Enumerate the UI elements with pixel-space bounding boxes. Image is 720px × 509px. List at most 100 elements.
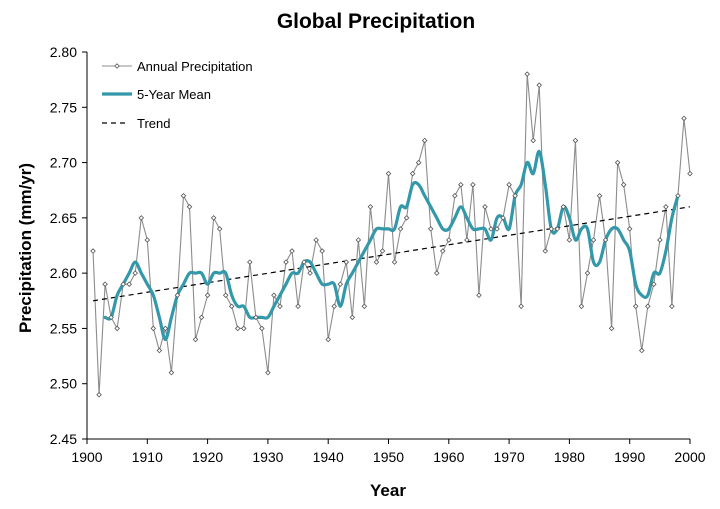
legend-label-annual: Annual Precipitation	[137, 59, 253, 74]
x-tick-label: 1930	[252, 449, 283, 465]
annual-precipitation-point	[687, 170, 693, 177]
annual-precipitation-point	[675, 192, 681, 199]
annual-precipitation-point	[620, 181, 627, 188]
annual-precipitation-point	[602, 237, 609, 243]
annual-precipitation-point	[638, 347, 645, 354]
annual-precipitation-point	[536, 82, 543, 88]
annual-precipitation-point	[144, 237, 151, 243]
annual-precipitation-point	[222, 292, 229, 299]
annual-precipitation-point	[234, 325, 241, 332]
x-tick-label: 1980	[554, 449, 585, 465]
annual-precipitation-point	[681, 115, 687, 122]
annual-precipitation-point	[174, 292, 181, 299]
annual-precipitation-point	[102, 281, 108, 287]
x-tick-label: 1900	[71, 449, 102, 465]
annual-precipitation-point	[283, 259, 289, 265]
annual-precipitation-point	[186, 204, 193, 210]
y-tick-label: 2.80	[50, 44, 77, 60]
y-tick-label: 2.70	[50, 155, 77, 171]
annual-precipitation-point	[433, 270, 440, 276]
annual-precipitation-point	[265, 369, 271, 376]
x-tick-label: 2000	[674, 449, 705, 465]
legend-label-mean: 5-Year Mean	[137, 87, 211, 102]
annual-precipitation-point	[138, 215, 145, 221]
annual-precipitation-point	[361, 303, 368, 310]
annual-precipitation-point	[506, 181, 512, 188]
annual-precipitation-point	[120, 281, 126, 287]
annual-precipitation-point	[584, 270, 591, 276]
y-tick-label: 2.55	[50, 320, 77, 336]
annual-precipitation-point	[391, 259, 398, 265]
annual-precipitation-point	[192, 336, 199, 343]
annual-precipitation-point	[494, 226, 500, 232]
annual-precipitation-point	[446, 237, 452, 243]
annual-precipitation-point	[132, 270, 139, 276]
annual-precipitation-point	[409, 170, 416, 177]
annual-precipitation-point	[651, 281, 657, 287]
x-tick-label: 1970	[494, 449, 525, 465]
annual-precipitation-point	[397, 226, 404, 232]
annual-precipitation-point	[632, 303, 639, 310]
annual-precipitation-point	[614, 159, 621, 166]
annual-precipitation-point	[126, 281, 132, 287]
annual-precipitation-point	[156, 347, 163, 354]
y-tick-label: 2.75	[50, 99, 77, 115]
x-tick-label: 1920	[192, 449, 223, 465]
annual-precipitation-point	[657, 237, 663, 243]
annual-precipitation-point	[566, 237, 573, 243]
annual-precipitation-point	[542, 248, 549, 254]
annual-precipitation-point	[548, 226, 555, 232]
annual-precipitation-point	[373, 259, 380, 265]
annual-precipitation-point	[367, 204, 374, 210]
x-axis-title: Year	[370, 481, 406, 500]
annual-precipitation-point	[403, 215, 410, 221]
y-tick-label: 2.45	[50, 431, 77, 447]
annual-precipitation-point	[512, 192, 518, 199]
annual-precipitation-point	[421, 137, 428, 144]
annual-precipitation-point	[96, 392, 102, 398]
annual-precipitation-point	[289, 248, 295, 254]
annual-precipitation-point	[482, 204, 488, 210]
annual-precipitation-point	[180, 192, 187, 199]
annual-precipitation-point	[518, 303, 524, 310]
annual-precipitation-point	[162, 325, 169, 332]
annual-precipitation-point	[150, 325, 157, 332]
x-tick-label: 1990	[614, 449, 645, 465]
annual-precipitation-point	[349, 314, 356, 321]
annual-precipitation-point	[645, 303, 651, 310]
annual-precipitation-point	[590, 237, 597, 243]
annual-precipitation-point	[337, 281, 344, 287]
annual-precipitation-point	[241, 325, 247, 332]
annual-precipitation-point	[669, 303, 675, 310]
x-tick-label: 1910	[132, 449, 163, 465]
annual-precipitation-point	[379, 248, 386, 254]
y-axis-title: Precipitation (mm/yr)	[16, 163, 35, 333]
legend-marker-annual	[114, 63, 120, 69]
annual-precipitation-point	[228, 303, 235, 310]
annual-precipitation-point	[470, 181, 476, 188]
legend: Annual Precipitation 5-Year Mean Trend	[102, 59, 253, 131]
annual-precipitation-point	[277, 303, 283, 310]
legend-label-trend: Trend	[137, 116, 170, 131]
annual-precipitation-point	[259, 325, 265, 332]
x-tick-label: 1960	[433, 449, 464, 465]
annual-precipitation-point	[325, 336, 331, 343]
annual-precipitation-point	[295, 303, 301, 310]
annual-precipitation-point	[572, 137, 579, 144]
axis-ticks: 1900 1910 1920 1930 1940 1950 1960 1970 1980 1990…	[50, 44, 706, 465]
annual-precipitation-point	[488, 226, 494, 232]
annual-precipitation-point	[210, 215, 217, 221]
y-tick-label: 2.50	[50, 376, 77, 392]
axes	[86, 52, 690, 440]
five-year-mean-line	[103, 149, 680, 342]
annual-precipitation-point	[578, 303, 585, 310]
annual-precipitation-point	[271, 292, 277, 299]
annual-precipitation-point	[331, 303, 337, 310]
x-tick-label: 1940	[313, 449, 344, 465]
annual-precipitation-point	[626, 226, 633, 232]
annual-precipitation-point	[608, 325, 615, 332]
annual-precipitation-point	[560, 204, 567, 210]
annual-precipitation-point	[458, 181, 464, 188]
